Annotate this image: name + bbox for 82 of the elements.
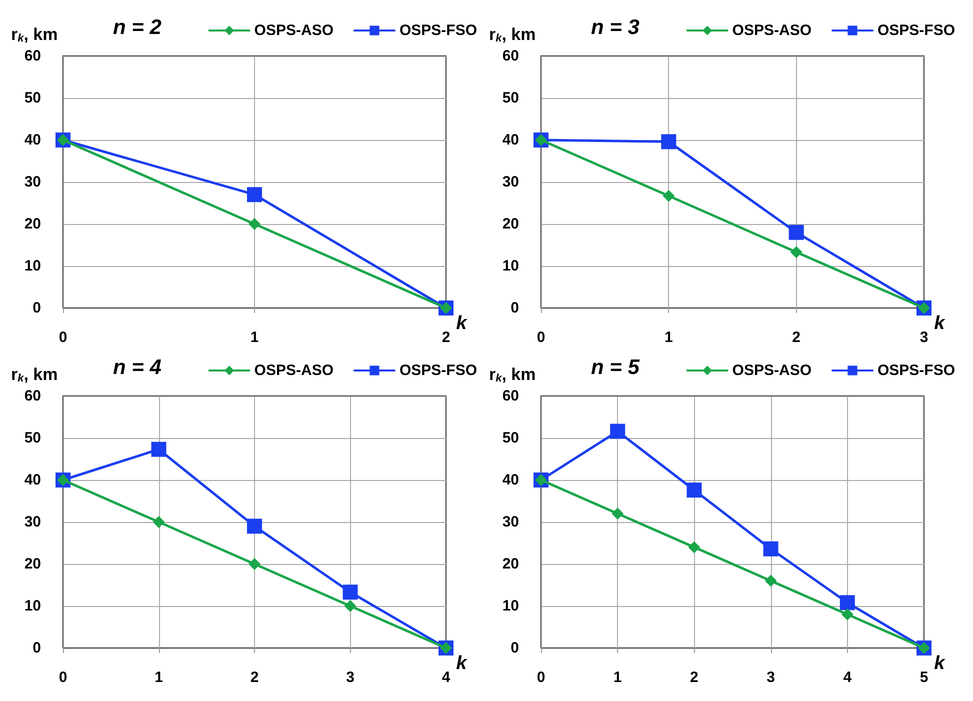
y-tick-label: 20	[24, 556, 41, 572]
point	[247, 518, 262, 534]
y-tick-label: 50	[502, 430, 519, 446]
x-tick-label: 1	[613, 669, 622, 686]
point	[152, 516, 165, 528]
point	[610, 424, 626, 439]
x-tick-label: 3	[766, 669, 775, 686]
y-tick-label: 40	[24, 132, 41, 148]
point	[790, 246, 802, 258]
y-tick-label: 30	[502, 514, 519, 530]
legend-label: OSPS-ASO	[254, 362, 334, 379]
legend-label: OSPS-FSO	[399, 22, 478, 39]
y-tick-label: 0	[510, 640, 519, 656]
y-tick-label: 0	[32, 300, 41, 316]
y-tick-label: 50	[502, 90, 519, 106]
y-tick-label: 20	[502, 556, 519, 572]
chart-title: n = 5	[591, 356, 640, 379]
legend-label: OSPS-FSO	[877, 22, 956, 39]
x-tick-label: 0	[536, 669, 546, 686]
point	[247, 187, 262, 202]
x-tick-label: 2	[690, 669, 698, 686]
x-tick-label: 0	[536, 329, 546, 346]
x-tick-label: 4	[442, 669, 451, 686]
x-tick-label: 2	[442, 329, 450, 346]
x-tick-label: 3	[920, 329, 928, 346]
x-tick-label: 2	[250, 669, 259, 686]
x-tick-label: 2	[792, 329, 801, 346]
legend-label: OSPS-ASO	[732, 22, 812, 39]
point	[248, 558, 260, 570]
x-tick-label: 5	[920, 669, 928, 686]
legend-label: OSPS-ASO	[732, 362, 812, 379]
y-tick-label: 60	[24, 48, 41, 64]
chart-title: n = 2	[113, 16, 162, 39]
point	[788, 224, 804, 240]
x-tick-label: 0	[58, 329, 68, 346]
x-axis-title: k	[934, 653, 946, 674]
x-axis-title: k	[456, 313, 468, 334]
point	[763, 541, 778, 556]
y-tick-label: 10	[24, 258, 41, 274]
y-tick-label: 10	[502, 598, 519, 614]
legend-label: OSPS-ASO	[254, 22, 334, 39]
y-tick-label: 40	[502, 472, 519, 488]
point	[612, 508, 624, 520]
y-tick-label: 30	[24, 174, 41, 190]
y-tick-label: 20	[502, 216, 519, 232]
point	[151, 442, 166, 457]
y-tick-label: 0	[510, 300, 519, 316]
x-tick-label: 0	[58, 669, 68, 686]
y-tick-label: 10	[24, 598, 41, 614]
point	[764, 574, 777, 587]
x-tick-label: 1	[250, 329, 259, 346]
y-tick-label: 50	[24, 90, 41, 106]
y-tick-label: 60	[502, 388, 519, 404]
x-tick-label: 1	[154, 669, 163, 686]
y-tick-label: 10	[502, 258, 519, 274]
point	[344, 600, 356, 612]
point	[841, 608, 854, 620]
x-tick-label: 3	[346, 669, 354, 686]
legend-label: OSPS-FSO	[877, 362, 956, 379]
point	[662, 190, 675, 202]
y-tick-label: 40	[502, 132, 519, 148]
x-tick-label: 4	[843, 669, 852, 686]
y-tick-label: 30	[24, 514, 41, 530]
y-tick-label: 60	[24, 388, 41, 404]
point	[840, 595, 855, 610]
point	[248, 218, 260, 230]
y-tick-label: 0	[32, 640, 41, 656]
legend-label: OSPS-FSO	[399, 362, 478, 379]
x-tick-label: 1	[664, 329, 673, 346]
x-axis-title: k	[934, 313, 946, 334]
point	[686, 482, 702, 498]
y-tick-label: 60	[502, 48, 519, 64]
chart-title: n = 4	[113, 356, 162, 379]
point	[342, 584, 358, 600]
y-tick-label: 20	[24, 216, 41, 232]
y-tick-label: 30	[502, 174, 519, 190]
y-tick-label: 40	[24, 472, 41, 488]
y-tick-label: 50	[24, 430, 41, 446]
point	[661, 134, 676, 150]
point	[688, 541, 700, 554]
chart-title: n = 3	[591, 16, 640, 39]
x-axis-title: k	[456, 653, 468, 674]
